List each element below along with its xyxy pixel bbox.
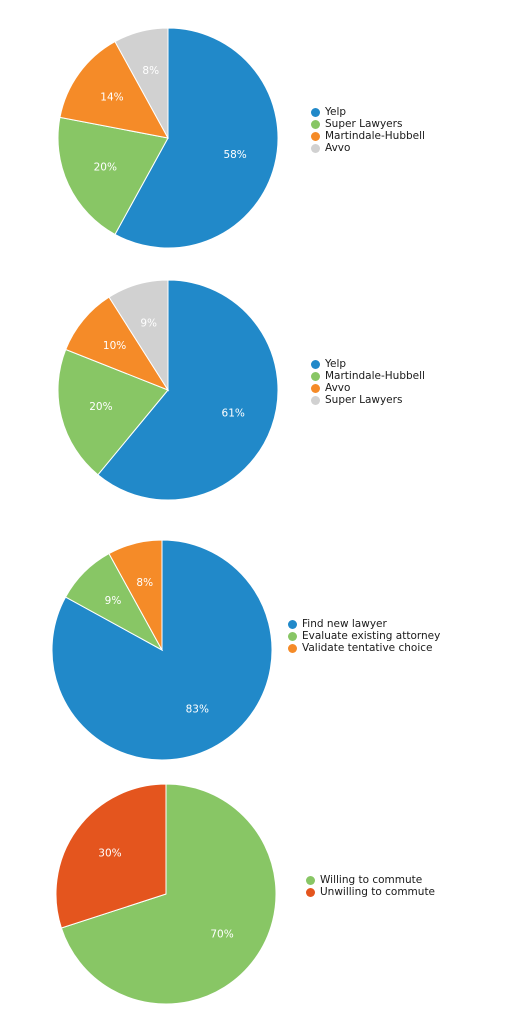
legend-item-validate-tentative-choice[interactable]: Validate tentative choice [288, 642, 440, 654]
legend-swatch [311, 371, 320, 381]
slice-label-avvo: 8% [142, 65, 159, 77]
slice-label-validate-tentative-choice: 8% [136, 577, 153, 589]
chart-1: 58% 20% 14% 8% Yelp Super Lawyers Martindale-… [0, 0, 527, 260]
pie-chart-4: 70% 30% [55, 783, 277, 1005]
pie-slice-martindale-hubbell [57, 348, 169, 476]
legend-swatch [311, 359, 320, 369]
legend-item-yelp[interactable]: Yelp [311, 358, 425, 370]
legend-label: Willing to commute [320, 874, 423, 886]
legend-swatch [288, 631, 297, 641]
legend-item-yelp[interactable]: Yelp [311, 106, 425, 118]
legend-swatch [311, 143, 320, 153]
pie-chart-3: 83% 9% 8% [51, 539, 273, 761]
pie-slice-unwilling-to-commute [55, 783, 167, 929]
pie-slice-avvo [114, 27, 169, 139]
legend-2: Yelp Martindale-Hubbell Avvo Super Lawyers [311, 358, 425, 406]
pie-slice-super-lawyers [108, 279, 169, 392]
slice-label-martindale-hubbell: 14% [100, 91, 123, 103]
chart-3: 83% 9% 8% Find new lawyer Evaluate existing… [0, 520, 527, 770]
legend-item-unwilling-to-commute[interactable]: Unwilling to commute [306, 886, 435, 898]
slice-label-yelp: 61% [222, 407, 245, 419]
pie-slice-willing-to-commute [60, 783, 277, 1005]
legend-item-super-lawyers[interactable]: Super Lawyers [311, 118, 425, 130]
slice-label-super-lawyers: 9% [140, 317, 157, 329]
slice-label-yelp: 58% [223, 149, 246, 161]
pie-slice-yelp [97, 279, 279, 501]
legend-swatch [311, 131, 320, 141]
slice-label-avvo: 10% [103, 340, 126, 352]
legend-label: Find new lawyer [302, 618, 387, 630]
legend-item-evaluate-existing-attorney[interactable]: Evaluate existing attorney [288, 630, 440, 642]
legend-item-willing-to-commute[interactable]: Willing to commute [306, 874, 435, 886]
chart-2: 61% 20% 10% 9% Yelp Martindale-Hubbell Avvo Su… [0, 260, 527, 520]
legend-swatch [311, 119, 320, 129]
legend-swatch [311, 395, 320, 405]
legend-label: Martindale-Hubbell [325, 130, 425, 142]
legend-label: Yelp [325, 106, 347, 118]
pie-slice-super-lawyers [57, 116, 169, 236]
legend-1: Yelp Super Lawyers Martindale-Hubbell Avvo [311, 106, 425, 154]
legend-3: Find new lawyer Evaluate existing attorne… [288, 618, 440, 654]
legend-swatch [306, 887, 315, 897]
legend-label: Super Lawyers [325, 394, 403, 406]
slice-label-willing-to-commute: 70% [210, 929, 233, 941]
legend-swatch [311, 383, 320, 393]
legend-4: Willing to commute Unwilling to commute [306, 874, 435, 898]
pie-slice-martindale-hubbell [59, 40, 169, 139]
legend-swatch [288, 619, 297, 629]
legend-label: Avvo [325, 142, 351, 154]
legend-label: Super Lawyers [325, 118, 403, 130]
chart-4: 70% 30% Willing to commute Unwilling to co… [0, 770, 527, 1024]
slice-label-find-new-lawyer: 83% [186, 704, 209, 716]
legend-label: Validate tentative choice [302, 642, 433, 654]
legend-item-martindale-hubbell[interactable]: Martindale-Hubbell [311, 370, 425, 382]
legend-item-avvo[interactable]: Avvo [311, 382, 425, 394]
legend-label: Evaluate existing attorney [302, 630, 441, 642]
legend-swatch [311, 107, 320, 117]
legend-label: Yelp [325, 358, 347, 370]
slice-label-unwilling-to-commute: 30% [98, 847, 121, 859]
pie-slice-yelp [114, 27, 279, 249]
slice-label-martindale-hubbell: 20% [89, 401, 112, 413]
legend-item-avvo[interactable]: Avvo [311, 142, 425, 154]
legend-item-find-new-lawyer[interactable]: Find new lawyer [288, 618, 440, 630]
legend-swatch [288, 643, 297, 653]
legend-item-martindale-hubbell[interactable]: Martindale-Hubbell [311, 130, 425, 142]
pie-slice-validate-tentative-choice [108, 539, 163, 651]
legend-swatch [306, 875, 315, 885]
legend-label: Martindale-Hubbell [325, 370, 425, 382]
legend-item-super-lawyers[interactable]: Super Lawyers [311, 394, 425, 406]
pie-chart-2: 61% 20% 10% 9% [57, 279, 279, 501]
slice-label-super-lawyers: 20% [94, 162, 117, 174]
legend-label: Avvo [325, 382, 351, 394]
pie-chart-1: 58% 20% 14% 8% [57, 27, 279, 249]
legend-label: Unwilling to commute [320, 886, 436, 898]
slice-label-evaluate-existing-attorney: 9% [105, 595, 122, 607]
